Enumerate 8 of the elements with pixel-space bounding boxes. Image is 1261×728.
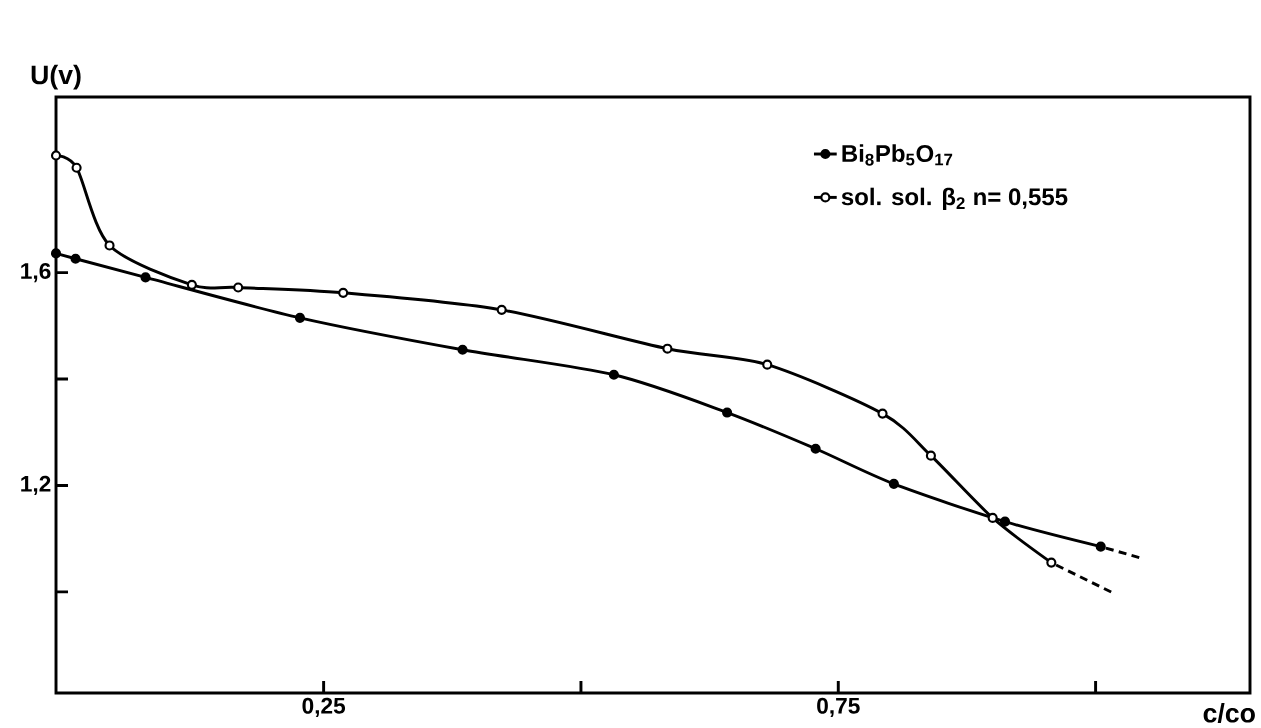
x-axis-title: c/co <box>1203 703 1255 723</box>
y-tick-label: 1,6 <box>21 262 51 283</box>
legend-label: sol. sol. β$_{2}$ n= 0,555 <box>841 187 1068 211</box>
x-tick-label: 0,75 <box>817 697 860 718</box>
y-axis-title: U(v) <box>31 64 81 90</box>
y-tick-label: 1,2 <box>21 475 51 496</box>
x-tick-label: 0,25 <box>302 697 346 718</box>
legend-label: Bi$_{8}$Pb$_{5}$O$_{17}$ <box>842 144 953 166</box>
